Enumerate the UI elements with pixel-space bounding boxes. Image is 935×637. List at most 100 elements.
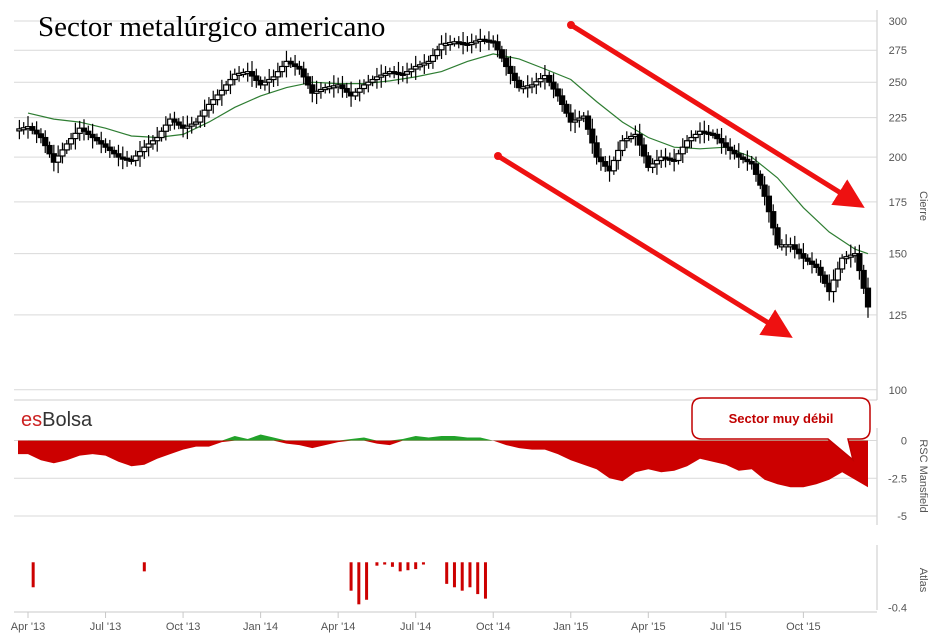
candle-body (339, 84, 346, 90)
candle-body (373, 76, 381, 81)
candle-body (839, 257, 846, 270)
candle-body (403, 71, 411, 75)
candle-body (800, 253, 807, 259)
candle-body (602, 161, 609, 167)
candle-body (714, 133, 721, 140)
price-y-ticks: 100 125 150 175 200 225 250 275 300 (889, 16, 907, 397)
candle-body (80, 127, 88, 132)
candle-body (171, 118, 178, 123)
candle-body (675, 153, 682, 162)
moving-average-layer (27, 53, 869, 255)
x-tick-label: Oct '14 (476, 621, 511, 633)
atlas-bar (452, 562, 456, 588)
mansfield-y-ticks: 0 -2.5 -5 (888, 436, 907, 523)
candle-body (683, 140, 691, 148)
candle-body (834, 268, 841, 281)
candle-body (727, 146, 734, 152)
candle-body (63, 143, 70, 151)
atlas-bar (421, 562, 425, 565)
candle-body (589, 128, 596, 144)
candle-body (214, 94, 221, 101)
candle-body (270, 76, 277, 81)
arrow-lower (496, 153, 793, 338)
price-tick-label: 225 (889, 113, 907, 125)
candle-body (37, 133, 45, 139)
x-tick-label: Jul '15 (710, 621, 741, 633)
candle-body (300, 68, 307, 78)
candle-body (593, 142, 600, 158)
candle-body (864, 287, 872, 308)
candle-body (765, 195, 773, 213)
price-gridlines (14, 20, 877, 391)
candle-body (218, 89, 225, 96)
arrow-upper-start (567, 21, 575, 29)
candle-body (93, 136, 101, 142)
candle-body (688, 136, 695, 142)
candle-body (576, 117, 583, 121)
candle-body (261, 81, 269, 86)
x-axis-ticks: Apr '13 Jul '13 Oct '13 Jan '14 Apr '14 Jul '… (11, 612, 821, 633)
x-tick-label: Oct '15 (786, 621, 821, 633)
candle-body (718, 138, 725, 144)
x-tick-label: Jul '14 (400, 621, 431, 633)
atlas-y-ticks: -0.4 (888, 603, 907, 615)
candle-body (378, 74, 385, 78)
candle-body (744, 158, 751, 163)
candle-body (554, 88, 561, 97)
candle-body (739, 156, 747, 160)
price-tick-label: 100 (889, 385, 907, 397)
candle-body (627, 135, 635, 140)
candle-body (287, 60, 294, 65)
candle-body (619, 140, 626, 152)
x-tick-label: Jan '15 (553, 621, 588, 633)
candle-body (253, 75, 260, 82)
atlas-tick-label: -0.4 (888, 603, 907, 615)
candle-body (752, 163, 760, 175)
candle-body (85, 130, 92, 135)
candle-body (817, 266, 824, 276)
candle-body (184, 125, 191, 129)
x-tick-label: Jan '14 (243, 621, 278, 633)
candle-body (59, 149, 66, 157)
candle-body (623, 138, 630, 142)
chart-title: Sector metalúrgico americano (38, 11, 385, 43)
candle-body (192, 121, 200, 125)
candle-body (692, 133, 699, 139)
candle-body (266, 78, 273, 83)
price-tick-label: 275 (889, 45, 907, 57)
atlas-bar (365, 562, 369, 600)
brand-es: es (21, 409, 42, 431)
atlas-bar (383, 562, 387, 565)
atlas-bar (357, 562, 361, 605)
candle-body (279, 65, 286, 73)
candle-body (141, 146, 148, 153)
x-tick-label: Apr '13 (11, 621, 46, 633)
candle-body (231, 73, 238, 81)
candle-body (640, 144, 648, 157)
candle-body (42, 136, 49, 147)
candle-body (425, 60, 432, 64)
candle-body (757, 173, 764, 186)
callout-text: Sector muy débil (729, 411, 834, 426)
candle-body (111, 149, 118, 155)
x-tick-label: Apr '15 (631, 621, 666, 633)
candle-body (29, 126, 36, 131)
candles-layer (16, 28, 872, 318)
candle-body (860, 269, 867, 289)
candle-body (162, 124, 169, 132)
candle-body (115, 153, 122, 158)
atlas-bar (460, 562, 464, 591)
candle-body (563, 103, 570, 114)
candle-body (748, 161, 755, 165)
candle-body (33, 129, 40, 135)
candle-body (309, 84, 316, 94)
candle-body (313, 90, 320, 94)
arrow-upper (569, 22, 865, 208)
candle-body (649, 163, 656, 168)
candle-body (770, 211, 777, 229)
candle-body (856, 253, 863, 272)
price-tick-label: 175 (889, 197, 907, 209)
candle-body (494, 41, 501, 51)
atlas-bar (398, 562, 402, 572)
